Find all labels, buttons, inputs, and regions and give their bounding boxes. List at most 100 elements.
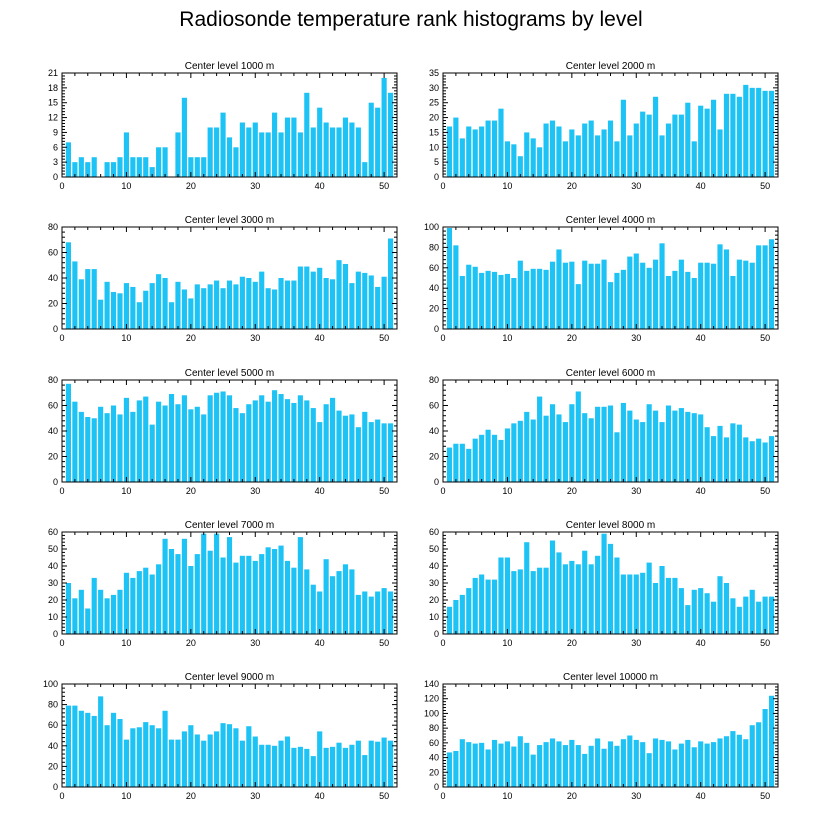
panel-title: Center level 1000 m (185, 61, 275, 72)
bar (479, 272, 485, 329)
y-tick-label: 30 (429, 578, 439, 588)
bar (330, 576, 336, 634)
panel-title: Center level 5000 m (185, 368, 275, 379)
bar (259, 744, 265, 787)
bar (143, 396, 149, 482)
bar (466, 264, 472, 329)
x-tick-label: 50 (379, 333, 389, 343)
bar (272, 390, 278, 482)
bar (472, 743, 478, 787)
bar (537, 567, 543, 634)
bar (659, 566, 665, 634)
bar (368, 740, 374, 787)
y-tick-label: 60 (429, 527, 439, 537)
y-tick-label: 20 (48, 761, 58, 771)
bar (504, 741, 510, 787)
y-tick-label: 40 (429, 753, 439, 763)
bar (220, 112, 226, 177)
bar (653, 583, 659, 634)
y-tick-label: 0 (434, 477, 439, 487)
bar (85, 608, 91, 634)
bar (143, 290, 149, 329)
bar (491, 271, 498, 329)
bar (556, 552, 562, 634)
bar (278, 740, 284, 787)
bar (162, 405, 168, 482)
x-tick-label: 40 (696, 486, 706, 496)
bar (614, 432, 620, 482)
bar (453, 600, 459, 634)
bar (646, 114, 652, 177)
x-tick-label: 50 (379, 638, 389, 648)
bar (252, 122, 258, 177)
bar (549, 540, 556, 634)
bar (375, 591, 381, 634)
bar (117, 414, 123, 482)
bar (91, 157, 97, 177)
bar (575, 135, 581, 177)
bar (381, 77, 387, 177)
bar (330, 279, 336, 329)
bar (149, 574, 155, 634)
bar (665, 577, 672, 634)
x-tick-label: 30 (631, 638, 641, 648)
bar (162, 710, 168, 787)
y-tick-label: 80 (429, 242, 439, 252)
bar (582, 260, 588, 329)
bar (485, 579, 491, 634)
x-tick-label: 40 (315, 333, 325, 343)
bar (704, 743, 710, 787)
bar (278, 278, 284, 329)
bar (368, 596, 374, 634)
bar (485, 270, 491, 329)
x-tick-label: 30 (250, 791, 260, 801)
bar (723, 249, 730, 329)
bar (214, 533, 220, 634)
bar (349, 569, 355, 634)
bar (614, 272, 620, 329)
bar (768, 596, 775, 634)
y-tick-label: 60 (48, 720, 58, 730)
bar (168, 549, 175, 634)
bar (446, 447, 453, 482)
y-tick-label: 0 (53, 477, 58, 487)
bar (672, 270, 678, 329)
bar (110, 292, 117, 329)
bar (168, 302, 175, 329)
bar (704, 427, 710, 482)
bar (517, 156, 523, 177)
bar (517, 569, 523, 634)
y-tick-label: 0 (53, 629, 58, 639)
bar (446, 228, 453, 329)
panel-2: Center level 2000 m 0 10 20 30 40 50 0 5 10 15 20 25… (429, 61, 779, 191)
bar (387, 92, 394, 177)
bar (517, 260, 523, 329)
bar (201, 288, 207, 329)
bar (130, 286, 136, 329)
x-tick-label: 30 (250, 486, 260, 496)
bar (466, 448, 472, 482)
bar (78, 710, 84, 787)
bar (381, 737, 387, 787)
bar (336, 260, 342, 329)
bar (201, 157, 207, 177)
bar (491, 579, 498, 634)
bar (479, 126, 485, 177)
y-tick-label: 10 (429, 612, 439, 622)
y-tick-label: 20 (429, 767, 439, 777)
bar (633, 739, 639, 787)
bar (633, 123, 639, 177)
bar (297, 537, 303, 634)
bar (278, 545, 284, 634)
bar (562, 564, 568, 634)
bar (181, 731, 187, 787)
bar (582, 550, 588, 634)
panel-8: Center level 8000 m 0 10 20 30 40 50 0 10 20 30 40 5… (429, 520, 779, 648)
bar (342, 415, 349, 482)
bar (640, 572, 646, 634)
bar (91, 577, 97, 634)
y-tick-label: 20 (429, 113, 439, 123)
y-tick-label: 80 (48, 222, 58, 232)
bar (717, 244, 723, 329)
y-tick-label: 12 (48, 113, 58, 123)
